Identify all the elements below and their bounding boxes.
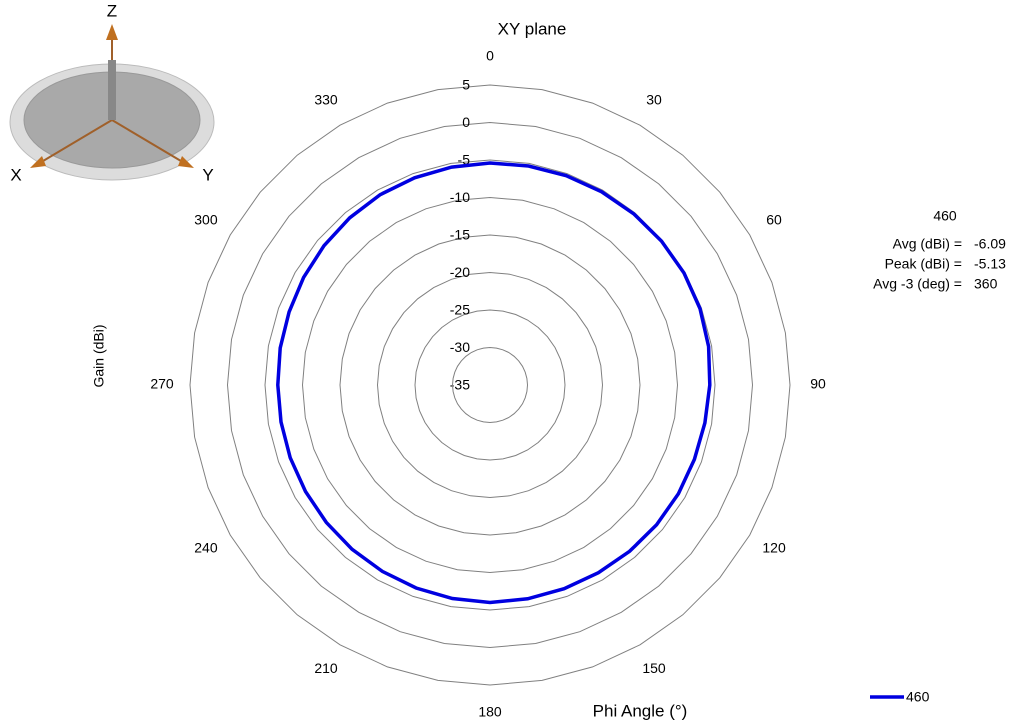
legend-label: 460 [906, 689, 930, 705]
r-tick-label: -15 [450, 227, 470, 243]
icon-arrow [106, 24, 118, 40]
r-tick-label: -35 [450, 377, 470, 393]
y-axis-label: Gain (dBi) [91, 324, 107, 387]
r-tick-label: 0 [462, 114, 470, 130]
grid-ring [414, 309, 566, 461]
icon-arrow [178, 156, 194, 168]
stats-title: 460 [933, 208, 957, 224]
theta-tick-label: 90 [810, 376, 826, 392]
grid-ring [189, 84, 791, 686]
grid-ring [301, 196, 679, 574]
stats-value: 360 [974, 276, 998, 292]
stats-value: -5.13 [974, 256, 1006, 272]
theta-tick-label: 60 [766, 212, 782, 228]
stats-label: Peak (dBi) = [885, 256, 962, 272]
theta-tick-label: 330 [314, 92, 338, 108]
grid-ring [451, 346, 529, 424]
stats-label: Avg -3 (deg) = [873, 276, 962, 292]
x-axis-label: Phi Angle (°) [593, 701, 688, 720]
theta-tick-label: 240 [194, 540, 218, 556]
axis-name: Y [202, 165, 213, 184]
axis-name: X [10, 165, 21, 184]
grid-ring [226, 121, 754, 649]
icon-axis [111, 119, 187, 165]
grid-ring [339, 234, 641, 536]
r-tick-label: 5 [462, 77, 470, 93]
icon-arrow [30, 156, 46, 168]
stats-label: Avg (dBi) = [893, 236, 962, 252]
r-tick-label: -20 [450, 264, 470, 280]
series-line [276, 161, 712, 605]
orientation-icon: Z X Y [9, 1, 215, 184]
theta-tick-label: 210 [314, 660, 338, 676]
r-tick-label: -30 [450, 339, 470, 355]
grid-ring [376, 271, 604, 499]
theta-tick-label: 30 [646, 92, 662, 108]
theta-tick-label: 120 [762, 540, 786, 556]
axis-name: Z [107, 1, 117, 20]
chart-title: XY plane [498, 19, 567, 38]
r-tick-label: -25 [450, 302, 470, 318]
stats-value: -6.09 [974, 236, 1006, 252]
icon-axis [37, 119, 113, 165]
icon-antenna [108, 60, 116, 120]
theta-tick-label: 150 [642, 660, 666, 676]
r-tick-label: -10 [450, 189, 470, 205]
theta-tick-label: 270 [150, 376, 174, 392]
theta-tick-label: 0 [486, 48, 494, 64]
theta-tick-label: 300 [194, 212, 218, 228]
theta-tick-label: 180 [478, 704, 502, 720]
